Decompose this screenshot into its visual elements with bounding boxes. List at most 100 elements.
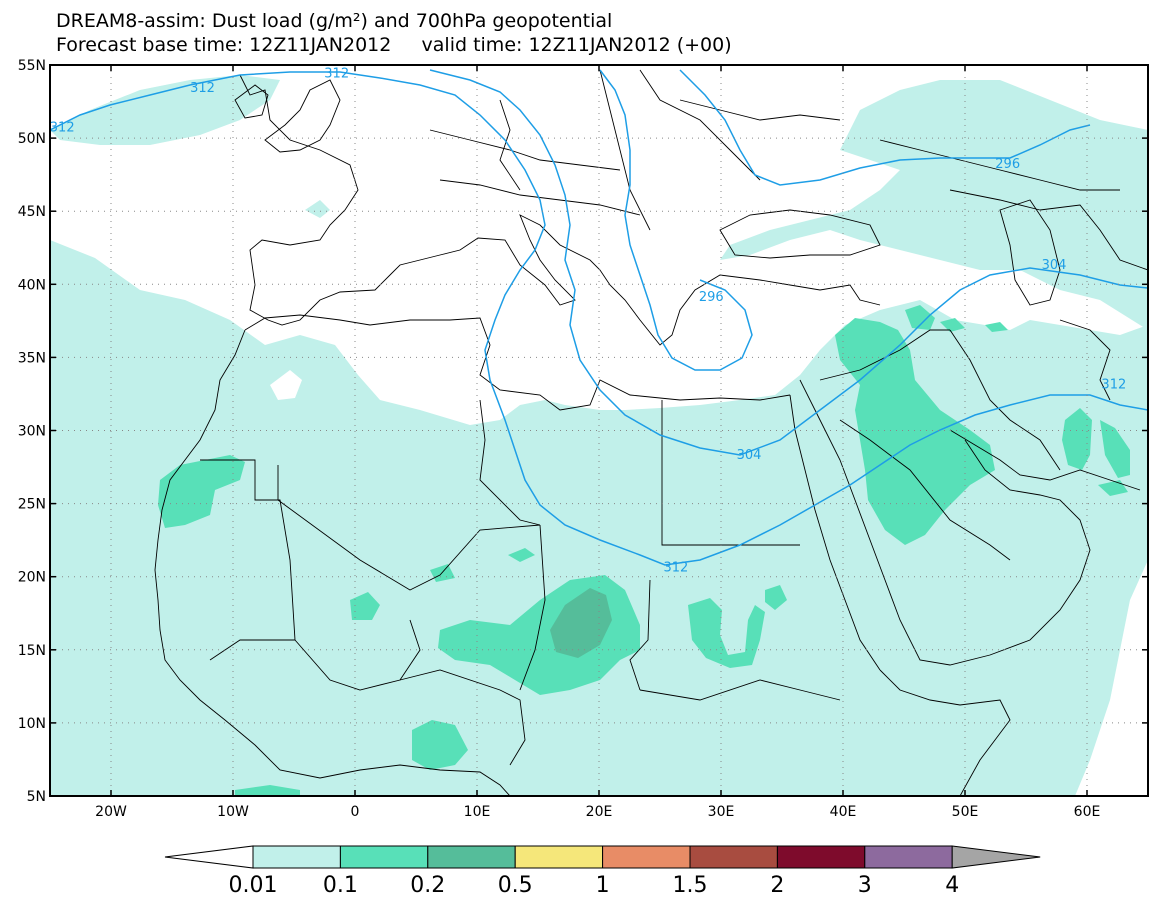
- lon-label: 40E: [830, 804, 857, 820]
- border-europe-5: [639, 69, 761, 181]
- coastline-north-africa: [244, 314, 791, 411]
- dust-area-mid-sudan-1: [688, 598, 765, 668]
- coastline-europe: [239, 74, 881, 346]
- border-europe-6: [679, 99, 841, 121]
- coastline-horn: [879, 669, 1011, 796]
- dust-area-mid-iran-2: [985, 322, 1008, 332]
- lon-label: 60E: [1074, 804, 1101, 820]
- border-nigeria: [399, 669, 526, 766]
- dust-area-low-north: [720, 80, 1148, 330]
- contour-label-text: 312: [324, 66, 349, 81]
- lat-label: 40N: [18, 277, 46, 293]
- colorbar-arrow-right: [951, 845, 1041, 869]
- colorbar-labels: 0.01 0.1 0.2 0.5 1 1.5 2 3 4: [229, 873, 960, 898]
- contour-312-north: [50, 71, 1148, 566]
- coastline-west-africa: [154, 329, 511, 796]
- border-europe-3: [499, 99, 521, 191]
- border-europe-2: [439, 179, 641, 216]
- border-turkmen: [1039, 204, 1148, 271]
- colorbar-label: 2: [770, 873, 784, 898]
- colorbar-box: [427, 845, 516, 869]
- dust-area-mid-iraq: [835, 318, 995, 545]
- lat-label: 50N: [18, 131, 46, 147]
- contour-label: 312: [50, 120, 75, 135]
- colorbar-label: 0.2: [410, 873, 445, 898]
- colorbar: [164, 845, 1041, 869]
- colorbar-arrow-left: [164, 845, 254, 869]
- colorbar-box: [252, 845, 341, 869]
- contour-label: 304: [737, 448, 762, 463]
- lon-label: 30E: [708, 804, 735, 820]
- contour-304: [429, 69, 1148, 456]
- contour-label-text: 296: [699, 290, 724, 305]
- contour-label-text: 312: [1101, 378, 1126, 393]
- contour-label-text: 312: [50, 120, 75, 135]
- longitude-labels: 20W 10W 0 10E 20E 30E 40E 50E 60E: [95, 804, 1100, 820]
- dust-area-mid-pakistan-2: [1100, 420, 1130, 478]
- coastline-persian-gulf: [949, 429, 1141, 491]
- contour-label-text: 304: [1042, 258, 1067, 273]
- coastline-red-sea-east: [799, 379, 1091, 666]
- lon-label: 50E: [952, 804, 979, 820]
- dust-area-mid-guinea: [235, 785, 300, 796]
- contour-label-text: 312: [663, 560, 688, 575]
- axis-ticks: [50, 64, 1148, 797]
- lat-label: 35N: [18, 350, 46, 366]
- lat-label: 30N: [18, 424, 46, 440]
- colorbar-label: 1: [596, 873, 610, 898]
- lat-label: 20N: [18, 570, 46, 586]
- colorbar-box: [689, 845, 778, 869]
- lon-label: 10W: [217, 804, 249, 820]
- contour-label: 312: [663, 560, 688, 575]
- colorbar-label: 0.1: [323, 873, 358, 898]
- border-iraq: [819, 329, 950, 381]
- colorbar-box: [514, 845, 604, 869]
- coastline-uk: [264, 79, 341, 153]
- dust-area-mid-oman: [1098, 480, 1128, 496]
- contour-296-east: [679, 69, 1091, 186]
- border-saudi: [839, 419, 1011, 561]
- coastline-ireland: [234, 84, 269, 119]
- dust-area-high-chad: [550, 588, 612, 658]
- colorbar-label: 3: [858, 873, 872, 898]
- contour-label-text: 304: [737, 448, 762, 463]
- latitude-labels: 55N 50N 45N 40N 35N 30N 25N 20N 15N 10N 5N: [18, 58, 46, 805]
- dust-area-mid-algeria: [430, 564, 455, 582]
- border-algeria-libya: [479, 399, 541, 526]
- lon-label: 0: [351, 804, 360, 820]
- colorbar-label: 0.01: [229, 873, 278, 898]
- coastline-caspian: [999, 199, 1061, 306]
- colorbar-label: 0.5: [498, 873, 533, 898]
- colorbar-box: [339, 845, 429, 869]
- border-mali: [294, 619, 421, 691]
- contour-label: 304: [1042, 258, 1067, 273]
- dust-area-low-atlantic: [50, 75, 280, 145]
- dust-area-mid-niger: [508, 548, 535, 562]
- colorbar-box: [864, 845, 953, 869]
- dust-area-low-atlantic-2: [305, 200, 330, 218]
- title-line-2: Forecast base time: 12Z11JAN2012 valid t…: [56, 34, 732, 56]
- colorbar-box: [776, 845, 866, 869]
- geopotential-contours: [50, 69, 1148, 566]
- colorbar-label: 4: [945, 873, 959, 898]
- border-mauritania: [200, 459, 296, 661]
- border-sudan: [639, 679, 841, 701]
- dust-area-mid-iran-1: [940, 318, 965, 332]
- lat-label: 10N: [18, 716, 46, 732]
- contour-label: 296: [699, 290, 724, 305]
- dust-area-mid-nigeria: [412, 720, 468, 770]
- border-kazakh: [949, 189, 1041, 211]
- contour-label-text: 312: [190, 81, 215, 96]
- colorbar-label: 1.5: [673, 873, 708, 898]
- contour-label-text: 296: [995, 157, 1020, 172]
- dust-clear-patch: [270, 370, 302, 400]
- border-niger-chad: [519, 524, 546, 691]
- border-afghan: [1059, 319, 1111, 401]
- lon-label: 10E: [464, 804, 491, 820]
- contour-label: 312: [324, 66, 349, 81]
- lat-label: 15N: [18, 643, 46, 659]
- dust-area-mid-mali: [350, 592, 380, 620]
- country-borders: [154, 69, 1148, 796]
- colorbar-box: [602, 845, 691, 869]
